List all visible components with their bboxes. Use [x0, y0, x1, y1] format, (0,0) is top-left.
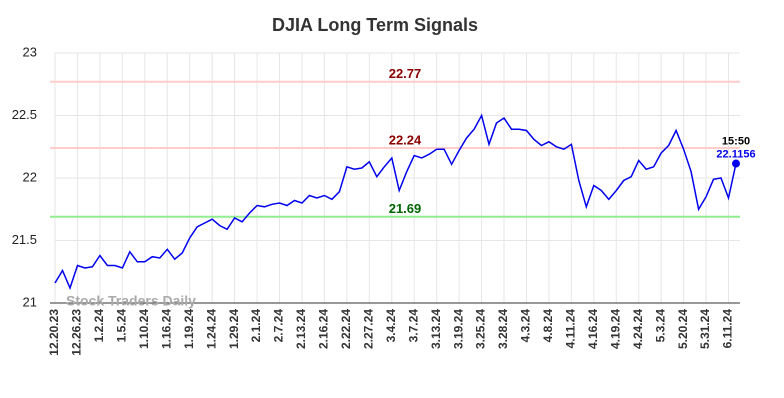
x-tick-label: 3.25.24: [474, 309, 488, 349]
x-tick-label: 4.24.24: [631, 309, 645, 349]
x-tick-label: 1.29.24: [227, 309, 241, 349]
x-tick-label: 3.28.24: [496, 309, 510, 349]
x-tick-label: 1.24.24: [204, 309, 218, 349]
chart-title: DJIA Long Term Signals: [272, 15, 478, 35]
x-tick-label: 12.20.23: [47, 309, 61, 356]
last-time: 15:50: [722, 135, 750, 147]
y-tick-label: 22: [23, 169, 37, 184]
x-tick-label: 1.2.24: [92, 309, 106, 343]
last-value: 22.1156: [716, 148, 755, 160]
x-tick-label: 3.13.24: [429, 309, 443, 349]
watermark: Stock Traders Daily: [66, 293, 196, 309]
reference-label: 22.77: [389, 66, 422, 81]
x-tick-label: 1.19.24: [182, 309, 196, 349]
y-tick-label: 21.5: [12, 232, 37, 247]
x-tick-label: 1.10.24: [137, 309, 151, 349]
last-point: [732, 159, 740, 168]
x-tick-label: 2.7.24: [272, 309, 286, 343]
x-tick-label: 2.22.24: [339, 309, 353, 349]
x-tick-label: 1.5.24: [115, 309, 129, 343]
x-tick-label: 5.3.24: [653, 309, 667, 343]
price-line: [54, 113, 737, 291]
x-tick-label: 2.16.24: [317, 309, 331, 349]
x-tick-label: 2.13.24: [294, 309, 308, 349]
x-tick-label: 4.3.24: [519, 309, 533, 343]
x-tick-label: 4.8.24: [541, 309, 555, 343]
x-tick-label: 2.1.24: [249, 309, 263, 343]
x-tick-label: 2.27.24: [361, 309, 375, 349]
y-tick-label: 23: [23, 44, 37, 59]
x-tick-label: 4.11.24: [564, 309, 578, 349]
y-tick-label: 21: [23, 294, 37, 309]
x-tick-label: 12.26.23: [70, 309, 84, 356]
x-tick-label: 4.16.24: [586, 309, 600, 349]
x-tick-label: 1.16.24: [159, 309, 173, 349]
x-tick-label: 3.19.24: [451, 309, 465, 349]
y-tick-label: 22.5: [12, 107, 37, 122]
x-tick-label: 3.4.24: [384, 309, 398, 343]
x-tick-label: 3.7.24: [406, 309, 420, 343]
x-tick-label: 5.31.24: [698, 309, 712, 349]
x-tick-label: 5.20.24: [676, 309, 690, 349]
reference-label: 22.24: [389, 132, 422, 147]
reference-label: 21.69: [389, 201, 422, 216]
x-tick-label: 6.11.24: [721, 309, 735, 349]
x-tick-label: 4.19.24: [608, 309, 622, 349]
